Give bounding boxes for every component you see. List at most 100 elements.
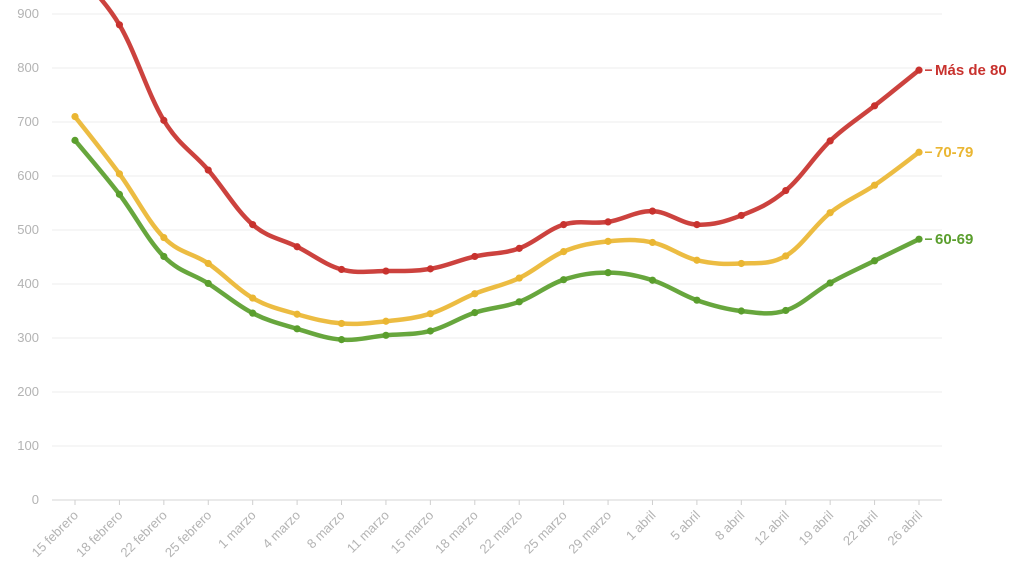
data-point: [337, 319, 346, 328]
data-point: [737, 307, 745, 315]
data-point: [293, 243, 301, 251]
series-m-s-de-80: [98, 0, 923, 275]
x-tick-label: 18 febrero: [73, 508, 126, 561]
y-tick-label: 700: [17, 114, 39, 129]
series-line: [98, 0, 922, 275]
data-point: [782, 252, 790, 260]
y-tick-label: 100: [17, 438, 39, 453]
x-tick-label: 25 marzo: [521, 508, 570, 557]
data-point: [515, 298, 523, 306]
data-point: [604, 269, 612, 277]
data-point: [160, 233, 168, 242]
data-point: [382, 267, 390, 275]
data-point: [249, 294, 257, 302]
y-tick-label: 300: [17, 330, 39, 345]
data-point: [249, 309, 257, 317]
x-tick-label: 11 marzo: [344, 508, 392, 556]
x-tick-label: 22 marzo: [476, 508, 525, 557]
data-point: [826, 209, 834, 217]
data-point: [293, 325, 301, 333]
x-tick-label: 26 abril: [884, 507, 925, 548]
series-label: 70-79: [935, 144, 973, 161]
data-point: [693, 296, 701, 304]
x-tick-label: 12 abril: [751, 507, 792, 548]
data-point: [249, 221, 257, 229]
x-tick-label: 5 abril: [667, 507, 703, 543]
data-point: [826, 137, 834, 145]
y-tick-label: 800: [17, 60, 39, 75]
y-axis: 0 100 200 300 400 500 600 700 800 900: [17, 6, 39, 507]
data-point: [560, 276, 568, 284]
data-point: [160, 116, 168, 124]
data-point: [382, 331, 390, 339]
data-point: [471, 290, 479, 298]
data-point: [560, 248, 568, 256]
series-label: Más de 80: [935, 62, 1007, 79]
data-point: [115, 190, 124, 198]
x-tick-label: 1 abril: [623, 507, 659, 543]
data-point: [337, 336, 346, 344]
series-70-79: [71, 113, 923, 328]
data-point: [782, 306, 790, 315]
data-point: [915, 66, 923, 74]
series-line: [72, 114, 922, 327]
data-point: [648, 207, 657, 215]
data-point: [115, 170, 124, 178]
data-point: [382, 317, 390, 325]
x-tick-label: 19 abril: [796, 507, 837, 548]
data-point: [71, 113, 79, 121]
data-point: [693, 221, 701, 229]
data-point: [604, 218, 612, 226]
data-point: [426, 265, 434, 273]
data-point: [737, 259, 745, 268]
data-point: [515, 274, 523, 282]
y-tick-label: 500: [17, 222, 39, 237]
data-point: [160, 252, 168, 261]
data-point: [515, 244, 523, 252]
x-tick-label: 29 marzo: [565, 508, 614, 557]
y-tick-label: 600: [17, 168, 39, 183]
x-tick-label: 1 marzo: [215, 508, 259, 552]
y-tick-label: 0: [32, 492, 39, 507]
grid-lines: [52, 13, 942, 501]
data-point: [71, 136, 79, 144]
data-point: [648, 238, 657, 247]
series-line: [72, 138, 922, 343]
data-point: [915, 148, 923, 156]
x-tick-label: 18 marzo: [432, 508, 481, 557]
x-tick-label: 15 febrero: [29, 508, 82, 561]
data-point: [204, 166, 212, 174]
x-tick-label: 15 marzo: [388, 508, 437, 557]
data-point: [782, 186, 790, 195]
data-point: [870, 102, 879, 110]
data-point: [293, 310, 301, 318]
data-point: [604, 237, 612, 245]
data-point: [737, 211, 745, 220]
x-tick-label: 4 marzo: [259, 508, 303, 552]
y-tick-label: 200: [17, 384, 39, 399]
x-tick-label: 25 febrero: [162, 508, 215, 561]
data-point: [870, 181, 879, 189]
y-tick-label: 400: [17, 276, 39, 291]
data-point: [560, 221, 568, 229]
data-point: [115, 21, 124, 29]
data-point: [337, 265, 346, 274]
series-label: 60-69: [935, 231, 973, 248]
x-tick-label: 22 febrero: [117, 508, 170, 561]
data-point: [826, 279, 834, 287]
x-tick-label: 8 marzo: [304, 508, 348, 552]
data-point: [471, 309, 479, 317]
data-point: [204, 259, 212, 268]
data-point: [915, 235, 923, 243]
series-group: 60-69 70-79 Más de 80: [71, 0, 1007, 344]
data-point: [471, 252, 479, 261]
x-tick-label: 22 abril: [840, 507, 881, 548]
data-point: [648, 276, 657, 284]
x-tick-label: 8 abril: [712, 507, 748, 543]
data-point: [426, 310, 434, 318]
series-60-69: [71, 136, 923, 344]
data-point: [204, 279, 212, 288]
y-tick-label: 900: [17, 6, 39, 21]
